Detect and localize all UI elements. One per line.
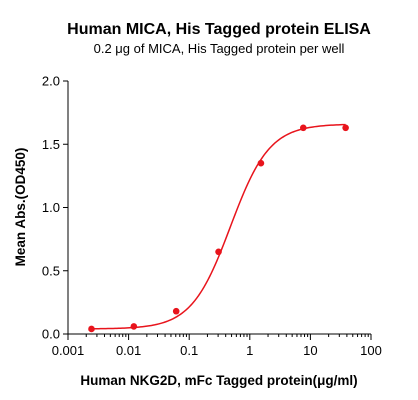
y-tick-label: 1.5 xyxy=(42,137,60,152)
x-axis-label: Human NKG2D, mFc Tagged protein(μg/ml) xyxy=(80,373,357,388)
y-tick-label: 1.0 xyxy=(42,200,60,215)
y-tick-label: 2.0 xyxy=(42,74,60,89)
x-tick-label: 1 xyxy=(246,343,253,358)
chart-subtitle: 0.2 μg of MICA, His Tagged protein per w… xyxy=(94,41,345,56)
y-axis-label: Mean Abs.(OD450) xyxy=(13,148,28,267)
data-point xyxy=(215,248,222,256)
data-point xyxy=(299,124,307,132)
x-tick-label: 0.1 xyxy=(180,343,198,358)
y-tick-label: 0.5 xyxy=(42,263,60,278)
x-tick-label: 10 xyxy=(303,343,317,358)
data-point xyxy=(130,323,138,330)
fit-curve xyxy=(91,123,346,330)
chart-title: Human MICA, His Tagged protein ELISA xyxy=(67,21,371,38)
data-point xyxy=(172,307,180,315)
x-tick-label: 100 xyxy=(360,343,382,358)
data-points xyxy=(88,124,349,333)
data-point xyxy=(88,325,95,333)
data-point xyxy=(257,159,265,167)
x-tick-label: 0.001 xyxy=(52,343,85,358)
data-point xyxy=(342,124,349,132)
x-tick-label: 0.01 xyxy=(116,343,141,358)
y-axis-ticks: 0.0 0.5 1.0 1.5 2.0 xyxy=(42,74,68,342)
x-axis-ticks: 0.001 0.01 0.1 1 10 100 xyxy=(52,334,382,358)
y-tick-label: 0.0 xyxy=(42,327,60,342)
